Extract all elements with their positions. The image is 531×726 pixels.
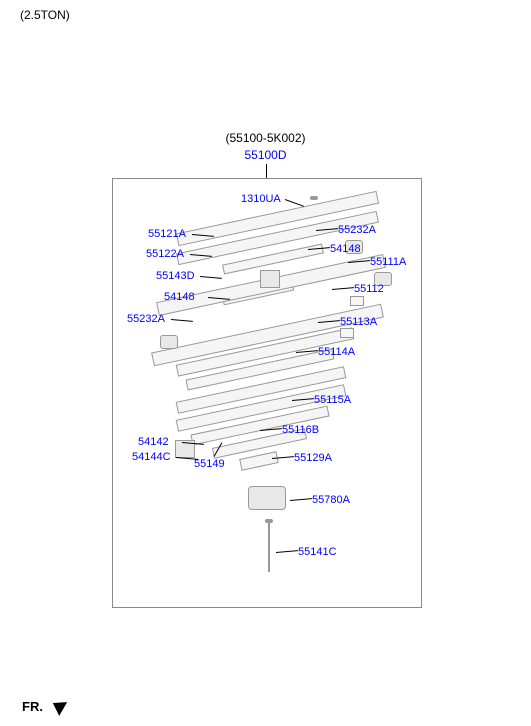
page-title: (2.5TON) xyxy=(20,8,70,22)
part-label[interactable]: 55129A xyxy=(294,452,332,464)
bolt-head xyxy=(310,196,318,200)
part-label[interactable]: 54142 xyxy=(138,436,169,448)
pad-part xyxy=(340,328,354,338)
part-label[interactable]: 55780A xyxy=(312,494,350,506)
part-label[interactable]: 55112 xyxy=(354,283,384,295)
part-label[interactable]: 55122A xyxy=(146,248,184,260)
fr-arrow-icon xyxy=(49,696,67,716)
part-label[interactable]: 55232A xyxy=(127,313,165,325)
part-label[interactable]: 55113A xyxy=(340,316,377,328)
part-label[interactable]: 55143D xyxy=(156,270,195,282)
part-label[interactable]: 55149 xyxy=(194,458,225,470)
assembly-code: 55100D xyxy=(244,148,286,162)
part-label[interactable]: 55141C xyxy=(298,546,337,558)
fr-label: FR. xyxy=(22,699,43,714)
bushing-part xyxy=(160,335,178,349)
part-label[interactable]: 55232A xyxy=(338,224,376,236)
assembly-ref: (55100-5K002) xyxy=(225,131,305,145)
bolt-part xyxy=(268,522,270,572)
part-label[interactable]: 55116B xyxy=(282,424,319,436)
part-label[interactable]: 54148 xyxy=(330,243,361,255)
part-label[interactable]: 55115A xyxy=(314,394,351,406)
part-label[interactable]: 1310UA xyxy=(241,193,281,205)
part-label[interactable]: 55121A xyxy=(148,228,186,240)
pad-part xyxy=(350,296,364,306)
part-label[interactable]: 54144C xyxy=(132,451,171,463)
part-label[interactable]: 55111A xyxy=(370,256,406,268)
assembly-connector xyxy=(266,164,267,178)
part-label[interactable]: 55114A xyxy=(318,346,355,358)
bracket-part xyxy=(248,486,286,510)
part-label[interactable]: 54148 xyxy=(164,291,195,303)
clip-part xyxy=(260,270,280,288)
